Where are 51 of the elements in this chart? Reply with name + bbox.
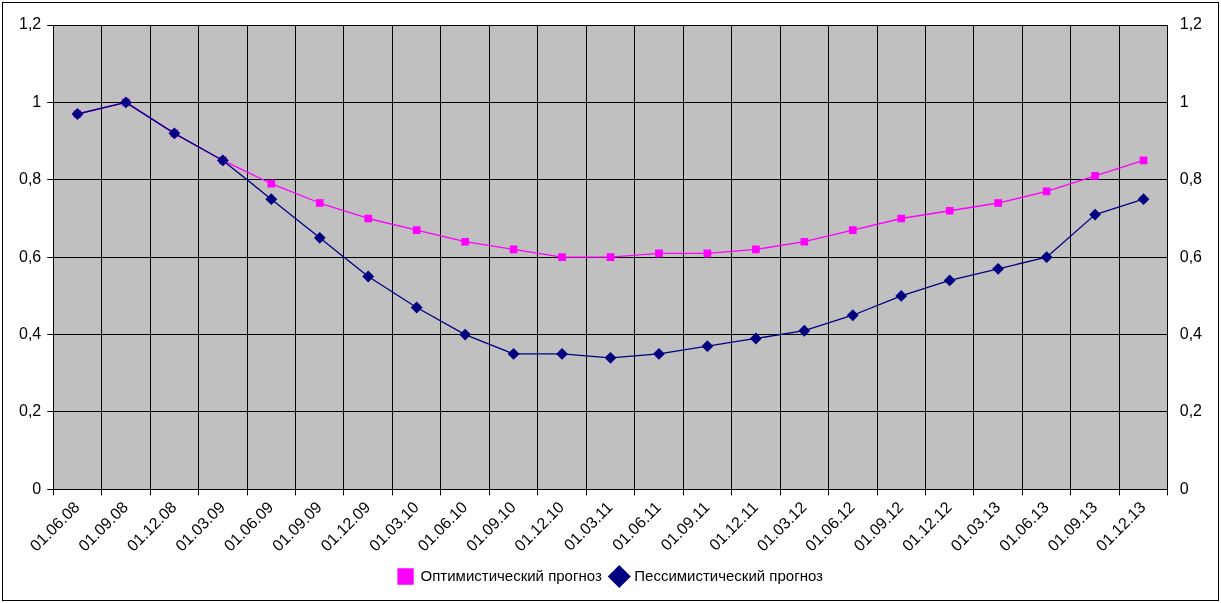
y2-tick-label: 0,2 — [1179, 402, 1203, 420]
point — [798, 325, 810, 337]
y-tick-label: 1,2 — [18, 15, 42, 33]
point — [944, 274, 956, 287]
point — [507, 348, 520, 360]
point — [848, 226, 857, 234]
point — [945, 206, 954, 215]
point — [655, 249, 663, 258]
y-tick-label: 0 — [32, 479, 42, 497]
y-tick-label: 0,8 — [18, 170, 42, 188]
point — [1091, 172, 1099, 180]
point — [1040, 251, 1053, 263]
point — [461, 237, 469, 246]
y2-tick-label: 0 — [1179, 479, 1189, 497]
point — [653, 348, 665, 360]
point — [265, 193, 277, 205]
y2-tick-label: 0,6 — [1179, 247, 1203, 265]
point — [364, 214, 373, 223]
point — [750, 332, 762, 345]
point — [703, 249, 712, 258]
point — [897, 214, 906, 223]
legend-label: Пессимистический прогноз — [634, 566, 824, 584]
y2-tick-label: 0,4 — [1179, 325, 1203, 342]
point — [412, 226, 421, 234]
point — [752, 245, 760, 254]
point — [556, 348, 568, 360]
point — [701, 340, 714, 352]
point — [314, 232, 326, 244]
y2-tick-label: 0,8 — [1179, 170, 1203, 188]
point — [847, 309, 859, 321]
point — [362, 270, 374, 283]
point — [411, 301, 423, 314]
point — [895, 290, 907, 302]
point — [315, 199, 324, 207]
point — [604, 352, 617, 364]
y-tick-label: 0,6 — [18, 247, 42, 265]
y2-tick-label: 1,2 — [1179, 15, 1203, 33]
point — [1137, 193, 1150, 205]
point — [606, 253, 615, 262]
point — [1089, 208, 1101, 221]
point — [459, 328, 471, 341]
point — [267, 179, 276, 188]
point — [992, 263, 1004, 275]
point — [558, 253, 566, 262]
y-tick-label: 1 — [32, 92, 42, 110]
y-tick-label: 0,4 — [18, 325, 42, 342]
y-tick-label: 0,2 — [18, 402, 42, 420]
y2-tick-label: 1 — [1179, 92, 1189, 110]
point — [994, 199, 1002, 207]
legend-label: Оптимистический прогноз — [420, 566, 602, 584]
point — [800, 237, 809, 246]
